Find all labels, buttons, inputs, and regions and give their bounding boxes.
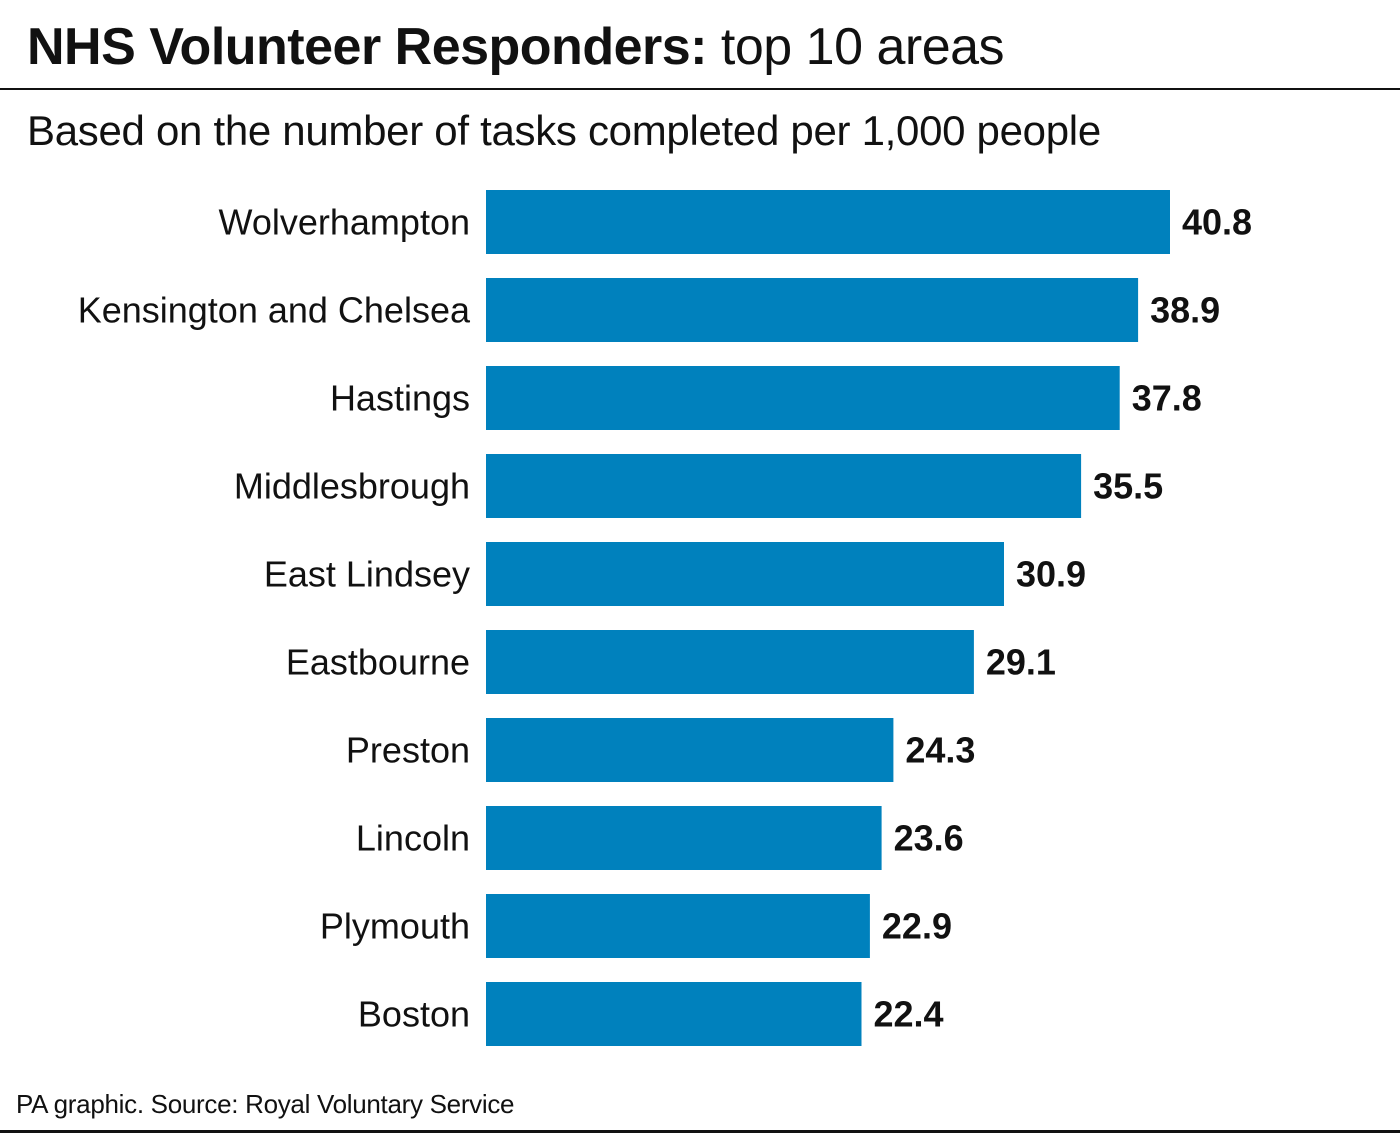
category-label: Lincoln: [356, 818, 470, 859]
chart-title-bold: NHS Volunteer Responders:: [27, 18, 707, 76]
footer-rule: [0, 1130, 1400, 1133]
category-label: Middlesbrough: [234, 466, 470, 507]
chart-title-rest: top 10 areas: [706, 18, 1005, 76]
category-label: Kensington and Chelsea: [78, 290, 471, 331]
category-label: Wolverhampton: [219, 202, 470, 243]
category-label: East Lindsey: [264, 554, 470, 595]
value-label: 35.5: [1093, 466, 1163, 507]
value-label: 30.9: [1016, 554, 1086, 595]
chart-title: NHS Volunteer Responders: top 10 areas: [27, 12, 1005, 82]
bar: [486, 542, 1004, 606]
bar: [486, 366, 1120, 430]
bar: [486, 806, 882, 870]
bar: [486, 894, 870, 958]
value-label: 29.1: [986, 642, 1056, 683]
value-label: 23.6: [894, 818, 964, 859]
value-label: 24.3: [905, 730, 975, 771]
value-label: 37.8: [1132, 378, 1202, 419]
source-credit: PA graphic. Source: Royal Voluntary Serv…: [16, 1089, 515, 1119]
bar: [486, 278, 1139, 342]
category-label: Hastings: [330, 378, 470, 419]
value-label: 22.4: [874, 994, 944, 1035]
value-label: 40.8: [1182, 202, 1252, 243]
bar: [486, 982, 862, 1046]
bar: [486, 630, 974, 694]
value-label: 38.9: [1150, 290, 1220, 331]
category-label: Boston: [358, 994, 470, 1035]
category-label: Preston: [346, 730, 470, 771]
category-label: Plymouth: [320, 906, 470, 947]
bar: [486, 454, 1082, 518]
title-divider: [0, 88, 1400, 90]
chart-subtitle: Based on the number of tasks completed p…: [27, 107, 1101, 154]
category-label: Eastbourne: [286, 642, 470, 683]
bar: [486, 190, 1170, 254]
value-label: 22.9: [882, 906, 952, 947]
bar: [486, 718, 894, 782]
